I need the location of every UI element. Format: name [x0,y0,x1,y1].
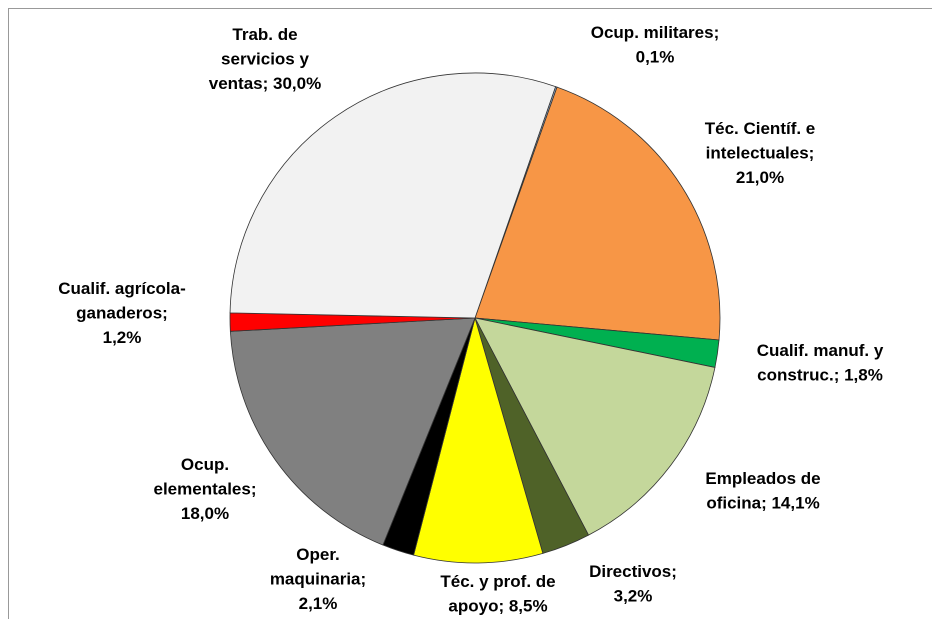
data-label-line: elementales; [154,480,257,499]
data-label-line: Cualif. manuf. y [757,341,884,360]
data-label: Oper. maquinaria; 2,1% [270,545,366,613]
pie-slice [229,317,476,546]
data-label-line: Téc. y prof. de [440,572,555,591]
data-label-line: maquinaria; [270,570,366,589]
data-label-line: oficina; 14,1% [706,494,819,513]
pie-slice [229,72,557,319]
data-label-line: 2,1% [299,594,338,613]
data-label: Cualif. manuf. y construc.; 1,8% [757,341,884,385]
data-label-line: Ocup. militares; [591,23,719,42]
pie-slice [413,316,544,564]
data-label-line: Cualif. agrícola- [58,279,186,298]
data-label: Téc. Científ. e intelectuales; 21,0% [705,119,816,187]
data-label-line: intelectuales; [706,144,815,163]
data-label: Ocup. militares; 0,1% [591,23,719,67]
pie-slice [474,317,716,536]
data-label-line: 0,1% [636,48,675,67]
pie-slice [474,86,721,341]
data-label-line: 18,0% [181,504,229,523]
data-label-line: construc.; 1,8% [757,366,883,385]
data-label-line: 21,0% [736,168,784,187]
data-label: Cualif. agrícola-ganaderos; 1,2% [58,279,186,347]
data-label-line: servicios y [221,50,309,69]
data-label: Empleados de oficina; 14,1% [705,469,820,513]
data-label-line: Directivos; [589,562,677,581]
data-label: Directivos; 3,2% [589,562,677,606]
data-label-line: 3,2% [614,587,653,606]
data-label-line: Téc. Científ. e [705,119,816,138]
data-label-line: apoyo; 8,5% [448,597,547,616]
data-label-line: Ocup. [181,455,229,474]
data-label: Trab. de servicios y ventas; 30,0% [209,25,321,93]
data-label: Ocup. elementales; 18,0% [154,455,257,523]
data-label-line: Trab. de [232,25,297,44]
data-label-line: ganaderos; [76,304,168,323]
data-label: Téc. y prof. de apoyo; 8,5% [440,572,555,616]
data-label-line: ventas; 30,0% [209,74,321,93]
data-label-line: 1,2% [103,328,142,347]
data-label-line: Oper. [296,545,339,564]
data-label-line: Empleados de [705,469,820,488]
